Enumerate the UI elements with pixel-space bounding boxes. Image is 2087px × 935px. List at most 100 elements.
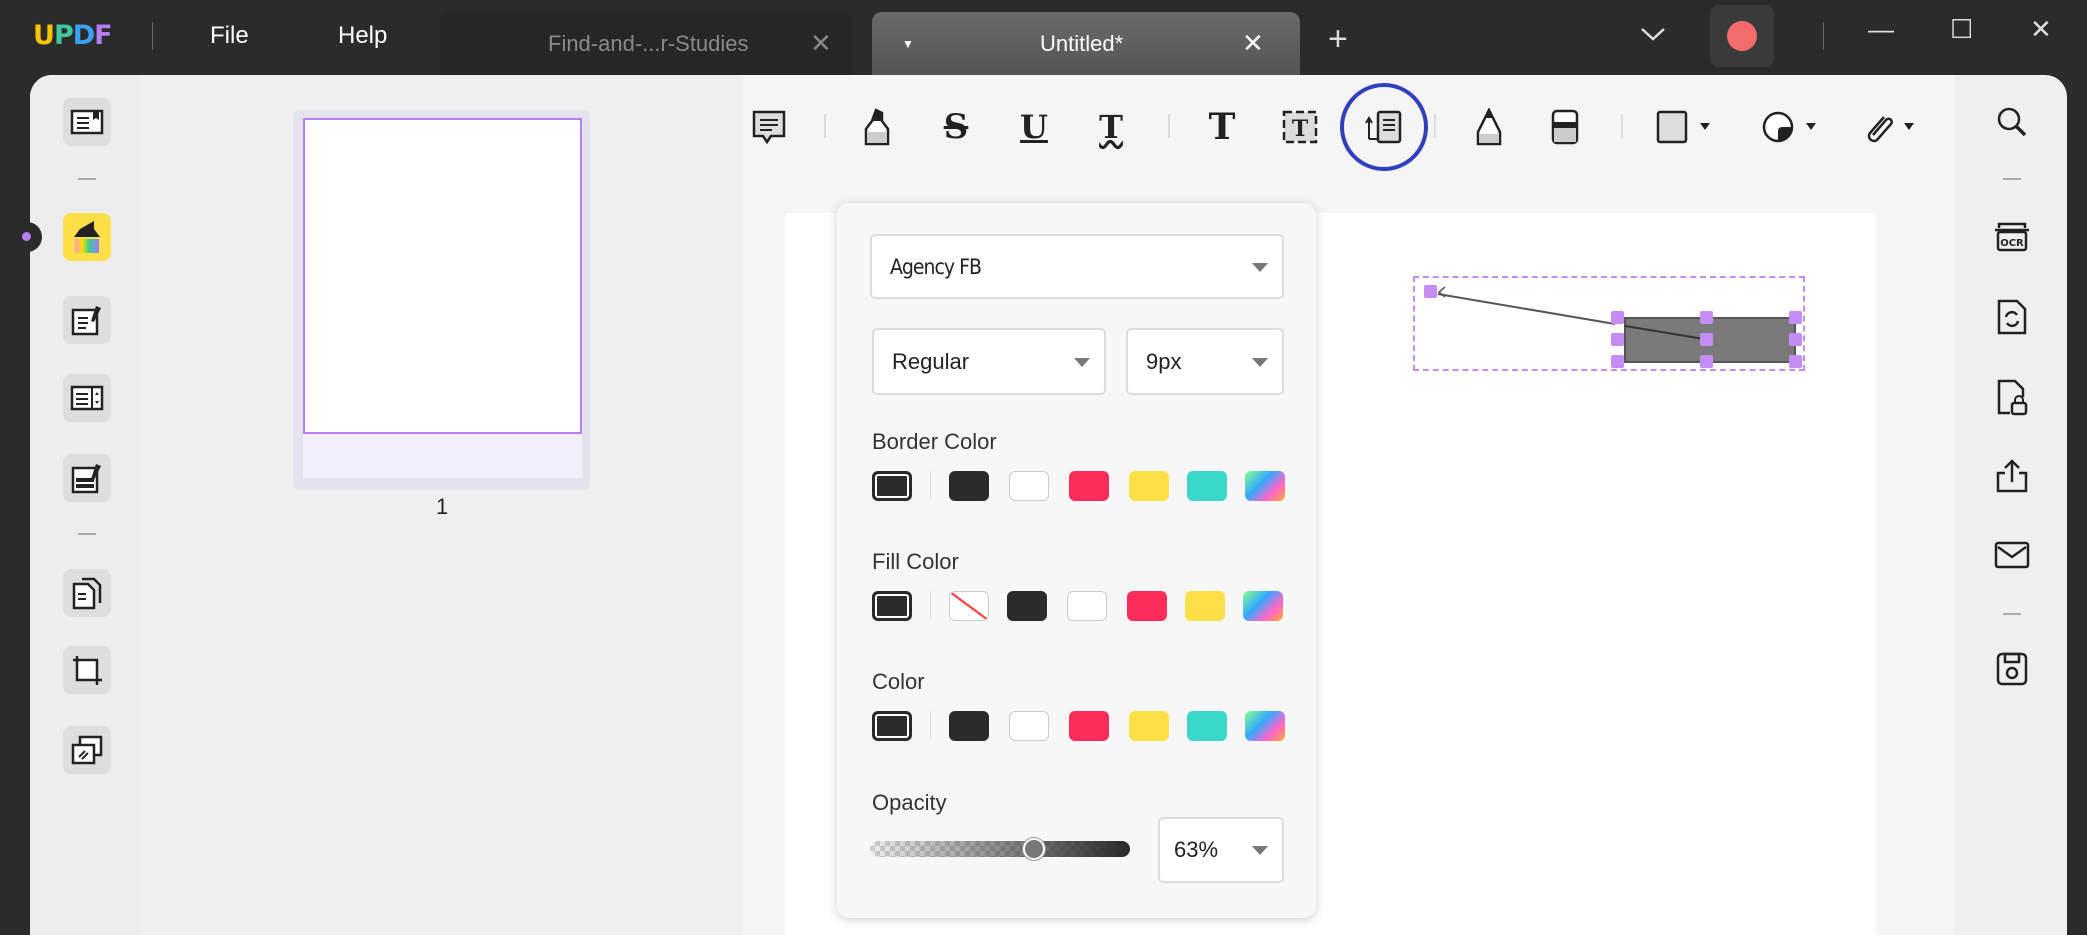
swatch-white[interactable] <box>1009 711 1049 741</box>
divider <box>1434 114 1436 138</box>
swatch-black[interactable] <box>949 711 989 741</box>
divider <box>1621 114 1623 138</box>
resize-handle[interactable] <box>1789 311 1802 324</box>
crop-icon[interactable] <box>63 646 111 694</box>
organize-pages-icon[interactable] <box>63 569 111 617</box>
attachment-tool-button[interactable] <box>1859 105 1923 149</box>
selection-box[interactable] <box>1413 276 1805 371</box>
eraser-icon[interactable] <box>1543 105 1587 149</box>
chevron-down-icon[interactable] <box>1640 26 1666 42</box>
save-icon[interactable] <box>1996 652 2028 686</box>
ocr-icon[interactable]: OCR <box>1993 218 2031 254</box>
opacity-slider-thumb[interactable] <box>1022 838 1045 860</box>
underline-icon[interactable]: U <box>1020 108 1048 146</box>
maximize-button[interactable]: ☐ <box>1950 14 1974 44</box>
redact-icon[interactable] <box>63 454 111 502</box>
protect-icon[interactable] <box>1996 378 2028 418</box>
close-tab-icon[interactable]: ✕ <box>810 28 832 58</box>
comment-icon[interactable] <box>63 213 111 261</box>
border-color-swatches <box>872 471 1285 501</box>
swatch-teal[interactable] <box>1187 471 1227 501</box>
resize-handle[interactable] <box>1789 333 1802 346</box>
swatch-black[interactable] <box>949 471 989 501</box>
email-icon[interactable] <box>1994 540 2030 570</box>
callout-annotation[interactable] <box>1400 260 1820 380</box>
tab-label: Find-and-...r-Studies <box>548 30 749 56</box>
sticker-tool-button[interactable] <box>1761 105 1825 149</box>
resize-handle[interactable] <box>1611 311 1624 324</box>
resize-handle[interactable] <box>1789 355 1802 368</box>
active-indicator <box>22 232 31 241</box>
text-callout-icon[interactable] <box>1362 105 1406 149</box>
text-box-icon[interactable]: T <box>1278 105 1322 149</box>
new-tab-button[interactable]: + <box>1328 20 1348 58</box>
avatar-button[interactable] <box>1710 5 1774 67</box>
divider <box>2003 178 2021 180</box>
font-style-select[interactable]: Regular <box>872 328 1106 395</box>
swatch-red[interactable] <box>1069 471 1109 501</box>
convert-icon[interactable] <box>1996 298 2028 336</box>
tab-menu-icon[interactable]: ▼ <box>902 36 914 51</box>
swatch-teal[interactable] <box>1187 711 1227 741</box>
pencil-icon[interactable] <box>1467 105 1511 149</box>
size-value: 9px <box>1146 348 1182 374</box>
minimize-button[interactable]: — <box>1868 14 1894 44</box>
selected-border-color[interactable] <box>872 471 912 501</box>
opacity-select[interactable]: 63% <box>1158 817 1284 883</box>
divider <box>930 591 931 621</box>
swatch-yellow[interactable] <box>1129 711 1169 741</box>
highlight-icon[interactable] <box>855 105 899 149</box>
opacity-slider[interactable] <box>870 838 1130 860</box>
resize-handle[interactable] <box>1700 355 1713 368</box>
swatch-red[interactable] <box>1127 591 1167 621</box>
swatch-yellow[interactable] <box>1185 591 1225 621</box>
menu-help[interactable]: Help <box>338 22 388 49</box>
comment-note-icon[interactable] <box>747 105 791 149</box>
page-number: 1 <box>436 494 449 519</box>
close-tab-icon[interactable]: ✕ <box>1242 28 1264 58</box>
swatch-black[interactable] <box>1007 591 1047 621</box>
tab-untitled[interactable]: ▼ Untitled* ✕ <box>872 12 1300 75</box>
svg-text:OCR: OCR <box>2000 238 2024 249</box>
swatch-custom[interactable] <box>1243 591 1283 621</box>
page-thumbnail[interactable] <box>293 110 590 490</box>
edit-pdf-icon[interactable] <box>63 296 111 344</box>
fill-color-label: Fill Color <box>872 549 959 574</box>
swatch-red[interactable] <box>1069 711 1109 741</box>
fill-color-swatches <box>872 591 1283 621</box>
tab-find-and-studies[interactable]: Find-and-...r-Studies ✕ <box>440 12 852 75</box>
resize-handle[interactable] <box>1424 285 1437 298</box>
page-tools-icon[interactable] <box>63 726 111 774</box>
resize-handle[interactable] <box>1700 333 1713 346</box>
swatch-custom[interactable] <box>1245 471 1285 501</box>
swatch-white[interactable] <box>1009 471 1049 501</box>
divider <box>824 114 826 138</box>
border-color-label: Border Color <box>872 429 997 454</box>
swatch-none[interactable] <box>949 591 989 621</box>
swatch-white[interactable] <box>1067 591 1107 621</box>
menu-file[interactable]: File <box>210 22 249 49</box>
reader-icon[interactable] <box>63 98 111 146</box>
divider <box>1823 22 1824 50</box>
swatch-yellow[interactable] <box>1129 471 1169 501</box>
share-icon[interactable] <box>1995 458 2029 494</box>
squiggly-icon[interactable]: T <box>1099 108 1123 146</box>
divider <box>152 22 153 50</box>
font-size-select[interactable]: 9px <box>1126 328 1284 395</box>
resize-handle[interactable] <box>1700 311 1713 324</box>
strikethrough-icon[interactable]: S <box>943 107 969 147</box>
swatch-custom[interactable] <box>1245 711 1285 741</box>
divider <box>2003 613 2021 615</box>
form-icon[interactable] <box>63 374 111 422</box>
resize-handle[interactable] <box>1611 355 1624 368</box>
text-icon[interactable]: T <box>1208 106 1236 148</box>
selected-fill-color[interactable] <box>872 591 912 621</box>
resize-handle[interactable] <box>1611 333 1624 346</box>
right-sidebar <box>1955 75 2067 935</box>
font-family-select[interactable]: Agency FB <box>870 234 1284 299</box>
close-window-button[interactable]: ✕ <box>2030 14 2052 44</box>
shape-tool-button[interactable] <box>1655 105 1719 149</box>
search-icon[interactable] <box>1995 105 2029 139</box>
selected-color[interactable] <box>872 711 912 741</box>
left-sidebar <box>30 75 140 935</box>
